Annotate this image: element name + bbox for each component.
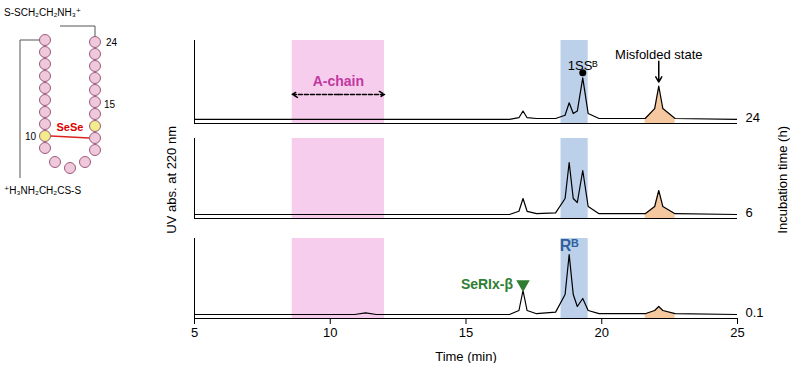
html-text:UV abs. at 220 nm: UV abs. at 220 nm bbox=[163, 126, 179, 234]
svg-text:24: 24 bbox=[746, 110, 760, 125]
svg-text:1SSᴮ: 1SSᴮ bbox=[568, 58, 599, 73]
svg-text:Misfolded state: Misfolded state bbox=[615, 47, 702, 62]
svg-text:10: 10 bbox=[25, 131, 37, 142]
svg-text:25: 25 bbox=[730, 325, 744, 340]
svg-text:24: 24 bbox=[106, 37, 118, 48]
svg-text:A-chain: A-chain bbox=[313, 73, 364, 89]
svg-text:SeRIx-β: SeRIx-β bbox=[461, 276, 514, 292]
svg-text:20: 20 bbox=[595, 325, 609, 340]
svg-text:SeSe: SeSe bbox=[57, 121, 84, 133]
svg-text:5: 5 bbox=[191, 325, 198, 340]
svg-text:6: 6 bbox=[746, 205, 753, 220]
html-text:Incubation time (h): Incubation time (h) bbox=[774, 126, 790, 234]
svg-text:Time (min): Time (min) bbox=[435, 349, 497, 364]
svg-text:15: 15 bbox=[104, 99, 116, 110]
svg-text:⁺H₃NH₂CH₂CS-S: ⁺H₃NH₂CH₂CS-S bbox=[4, 185, 81, 196]
svg-text:10: 10 bbox=[323, 325, 337, 340]
svg-text:0.1: 0.1 bbox=[746, 305, 764, 320]
svg-text:15: 15 bbox=[459, 325, 473, 340]
svg-text:S-SCH₂CH₂NH₃⁺: S-SCH₂CH₂NH₃⁺ bbox=[4, 7, 81, 18]
svg-text:Rᴮ: Rᴮ bbox=[560, 237, 580, 254]
